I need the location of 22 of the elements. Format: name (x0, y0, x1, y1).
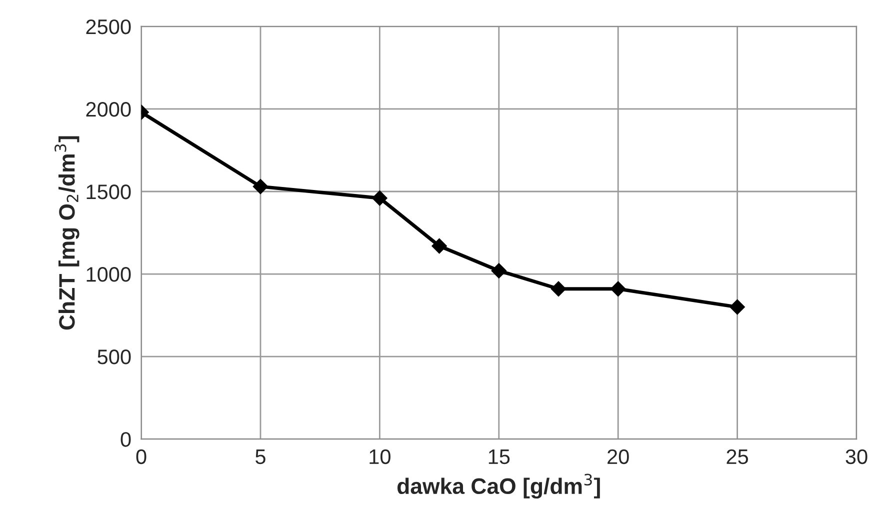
x-tick-label: 20 (608, 449, 629, 464)
y-tick-label: 1500 (86, 184, 131, 200)
x-tick-label: 30 (846, 449, 868, 464)
y-tick-label: 2000 (86, 102, 131, 117)
x-tick-label: 10 (370, 449, 390, 464)
x-tick-label: 0 (136, 449, 146, 464)
y-tick-label: 500 (98, 350, 131, 364)
x-axis-title: dawka CaO [g/dm$^{3}$] (397, 474, 600, 499)
x-tick-label: 5 (256, 450, 266, 464)
point (550, 281, 566, 296)
y-tick-label: 2500 (86, 19, 131, 34)
x-tick-label: 25 (726, 449, 748, 464)
point (730, 299, 745, 315)
point (252, 178, 268, 194)
point (432, 238, 447, 254)
y-tick-label: 1000 (86, 267, 131, 282)
point (372, 190, 388, 206)
y-tick-label: 0 (120, 432, 131, 447)
x-tick-label: 15 (488, 450, 510, 464)
point (610, 281, 626, 296)
point (491, 263, 506, 278)
y-axis-title: ChZT [mg O$_{2}$/dm$^{3}$] (54, 136, 80, 330)
